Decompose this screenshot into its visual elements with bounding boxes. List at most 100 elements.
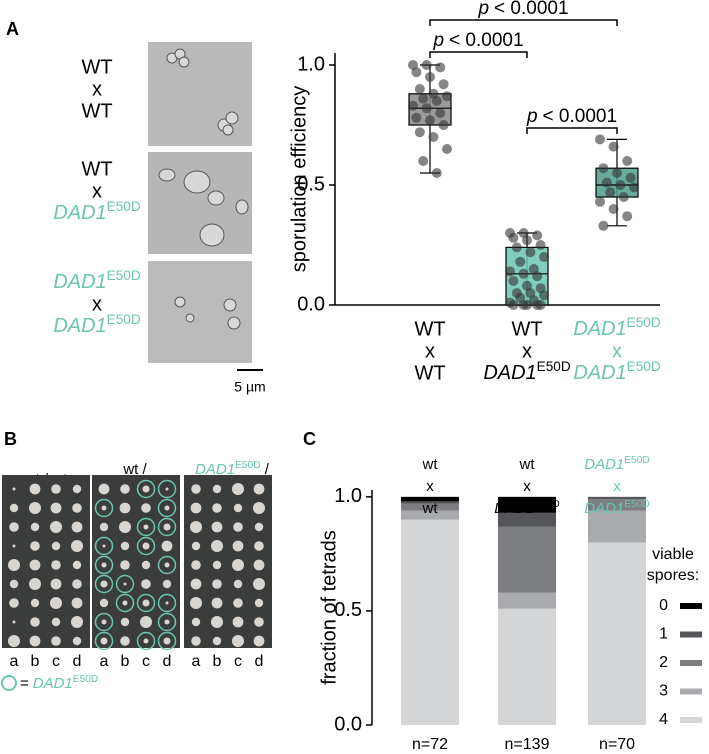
dad1-marker bbox=[94, 612, 114, 632]
plate bbox=[92, 475, 180, 648]
colony bbox=[99, 522, 109, 532]
bar-segment bbox=[498, 496, 556, 513]
data-point bbox=[421, 103, 432, 114]
colony bbox=[191, 560, 201, 570]
colony bbox=[161, 540, 173, 552]
data-point bbox=[601, 177, 612, 188]
colony bbox=[120, 560, 130, 570]
colony bbox=[191, 541, 201, 551]
legend-label: 4 bbox=[659, 711, 668, 728]
bar-header: wt bbox=[519, 456, 536, 473]
y-tick-label: 0.0 bbox=[297, 293, 325, 315]
allele: E50D bbox=[627, 359, 661, 374]
legend-label: 0 bbox=[659, 597, 668, 614]
data-point bbox=[418, 156, 429, 166]
scale-bar-label: 5 µm bbox=[234, 379, 265, 395]
colony bbox=[190, 597, 202, 609]
significance-bracket bbox=[429, 19, 618, 26]
colony bbox=[142, 599, 150, 607]
colony bbox=[100, 580, 108, 588]
legend-swatch bbox=[680, 717, 702, 723]
colony bbox=[164, 505, 170, 511]
colony bbox=[191, 484, 201, 494]
x-tick-label: DAD1E50D bbox=[573, 315, 661, 341]
gene-name: DAD1 bbox=[33, 675, 73, 692]
micrograph bbox=[148, 152, 252, 254]
colony bbox=[50, 578, 62, 590]
p-symbol: p bbox=[477, 0, 489, 19]
genotype-label: WT bbox=[81, 56, 112, 78]
colony bbox=[253, 635, 265, 647]
dad1-marker bbox=[115, 593, 135, 613]
allele: E50D bbox=[624, 454, 649, 465]
p-symbol: p bbox=[432, 30, 444, 51]
allele: E50D bbox=[627, 315, 661, 330]
data-point bbox=[535, 300, 546, 310]
colony bbox=[120, 636, 130, 646]
bar-segment bbox=[588, 542, 646, 725]
bar-header: x bbox=[426, 478, 434, 495]
data-point bbox=[535, 240, 546, 250]
colony bbox=[8, 559, 20, 571]
gene-name: DAD1 bbox=[53, 271, 106, 293]
colony bbox=[9, 522, 19, 532]
colony bbox=[165, 487, 169, 491]
y-tick-label: 0.5 bbox=[334, 599, 362, 621]
legend-title: viable bbox=[652, 546, 694, 563]
colony bbox=[71, 597, 83, 609]
data-point bbox=[438, 120, 449, 130]
colony bbox=[50, 597, 62, 609]
tail: / bbox=[261, 461, 270, 478]
panel-label: B bbox=[4, 429, 17, 449]
colony bbox=[50, 521, 62, 533]
genotype-label: DAD1E50D bbox=[53, 199, 141, 225]
colony bbox=[142, 542, 150, 550]
data-point bbox=[532, 230, 543, 241]
dad1-marker bbox=[94, 555, 114, 575]
colony bbox=[51, 636, 61, 646]
colony bbox=[51, 541, 61, 551]
bar-header: DAD1E50D bbox=[584, 454, 650, 473]
x-tick-label: WT bbox=[511, 318, 542, 340]
dad1-marker bbox=[136, 536, 156, 556]
colony bbox=[162, 579, 172, 589]
data-point bbox=[605, 187, 616, 198]
dad1-marker bbox=[94, 536, 114, 556]
plate-column-label: d bbox=[255, 653, 264, 670]
data-point bbox=[522, 235, 532, 246]
gene-name: DAD1 bbox=[573, 318, 626, 340]
data-point bbox=[515, 256, 526, 267]
data-point bbox=[425, 115, 435, 126]
allele: E50D bbox=[537, 359, 571, 374]
allele: E50D bbox=[624, 498, 649, 509]
colony bbox=[232, 540, 244, 552]
data-point bbox=[612, 168, 622, 178]
data-point bbox=[608, 204, 619, 214]
bar-segment bbox=[588, 510, 646, 543]
plate-header: DAD1E50D / bbox=[195, 459, 270, 478]
bar-segment bbox=[401, 503, 459, 511]
p-text: < 0.0001 bbox=[543, 106, 618, 127]
p-value: p < 0.0001 bbox=[432, 30, 523, 51]
dad1-marker bbox=[157, 498, 177, 518]
panel-label: C bbox=[303, 429, 316, 449]
data-point bbox=[421, 60, 432, 70]
data-point bbox=[622, 211, 633, 222]
legend-swatch bbox=[680, 660, 702, 666]
colony bbox=[9, 579, 19, 589]
colony bbox=[98, 483, 110, 495]
bar-header: DAD1E50D bbox=[494, 498, 560, 517]
data-point bbox=[629, 182, 639, 193]
colony bbox=[233, 503, 243, 513]
colony bbox=[72, 579, 82, 589]
colony bbox=[233, 522, 243, 532]
bar-segment bbox=[498, 512, 556, 527]
gene-name: DAD1 bbox=[584, 500, 624, 517]
legend-swatch bbox=[680, 631, 702, 638]
significance-bracket bbox=[429, 51, 528, 58]
data-point bbox=[414, 84, 425, 94]
colony bbox=[232, 483, 244, 495]
gene-name: DAD1 bbox=[584, 456, 624, 473]
data-point bbox=[539, 252, 549, 262]
bar-segment bbox=[588, 496, 646, 500]
